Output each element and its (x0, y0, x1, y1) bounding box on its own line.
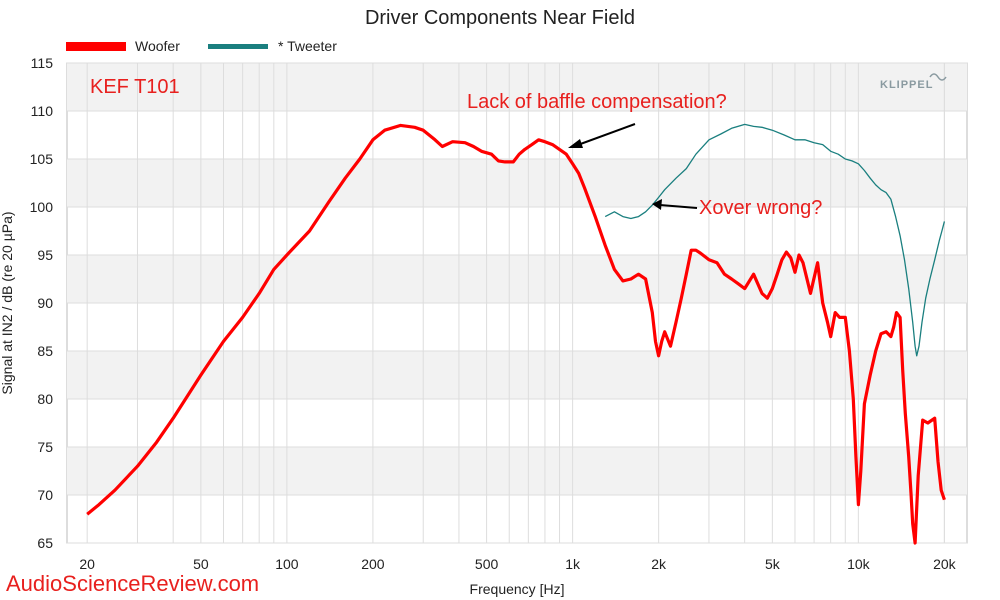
series-group (86, 123, 946, 545)
model-label: KEF T101 (90, 76, 180, 98)
legend: Woofer * Tweeter (66, 38, 337, 54)
legend-swatch-woofer (66, 42, 126, 51)
plot-band (67, 351, 967, 399)
y-tick-label: 85 (37, 343, 53, 359)
y-tick-label: 115 (31, 55, 54, 71)
annotation-xover: Xover wrong? (699, 197, 822, 219)
x-axis-label: Frequency [Hz] (470, 581, 565, 597)
arrow-xover (659, 204, 698, 209)
plot-band (67, 63, 967, 111)
x-tick-label: 100 (275, 556, 299, 572)
legend-label-tweeter: * Tweeter (278, 38, 337, 54)
y-tick-label: 75 (37, 439, 53, 455)
x-tick-labels: 20 50 100 200 500 1k 2k 5k 10k 20k (79, 556, 956, 572)
x-tick-label: 50 (193, 556, 209, 572)
y-axis-label: Signal at IN2 / dB (re 20 µPa) (0, 211, 15, 394)
klippel-logo: KLIPPEL (880, 73, 947, 91)
x-tick-label: 10k (847, 556, 871, 572)
x-tick-label: 20 (79, 556, 95, 572)
arrow-baffle-head (568, 139, 583, 148)
plot-band (67, 159, 967, 207)
y-tick-label: 70 (37, 487, 53, 503)
svg-text:KLIPPEL: KLIPPEL (880, 79, 933, 91)
plot-band (67, 255, 967, 303)
y-tick-label: 65 (37, 535, 53, 551)
series-line-tweeter (604, 123, 946, 357)
y-tick-label: 95 (37, 247, 53, 263)
y-tick-label: 110 (31, 103, 54, 119)
x-tick-label: 20k (933, 556, 957, 572)
x-tick-label: 5k (765, 556, 781, 572)
arrow-xover-head (652, 199, 662, 210)
legend-label-woofer: Woofer (135, 38, 180, 54)
watermark: AudioScienceReview.com (6, 571, 259, 596)
legend-swatch-tweeter (208, 44, 268, 49)
plot-band (67, 447, 967, 495)
y-tick-label: 100 (30, 199, 54, 215)
x-tick-label: 1k (565, 556, 581, 572)
y-tick-labels: 65 70 75 80 85 90 95 100 105 110 115 (30, 55, 54, 551)
series-line-woofer (86, 123, 946, 545)
annotation-baffle: Lack of baffle compensation? (467, 91, 727, 113)
x-tick-label: 2k (651, 556, 667, 572)
y-tick-label: 105 (30, 151, 54, 167)
arrow-baffle (574, 123, 636, 147)
y-tick-label: 80 (37, 391, 53, 407)
x-tick-label: 200 (361, 556, 385, 572)
y-tick-label: 90 (37, 295, 53, 311)
annotation-arrows (568, 123, 698, 210)
x-tick-label: 500 (475, 556, 499, 572)
chart-title: Driver Components Near Field (365, 7, 635, 29)
